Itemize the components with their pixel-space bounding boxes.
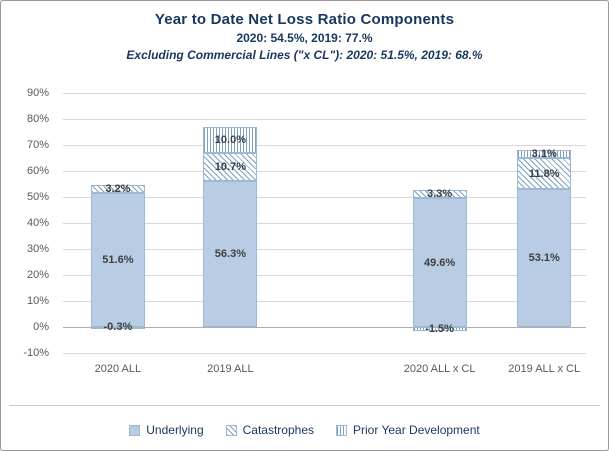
bar-segment-prior-year-development <box>412 327 467 331</box>
legend-item-prior-year-development: Prior Year Development <box>336 423 480 437</box>
x-axis-category-label: 2020 ALL <box>94 363 142 375</box>
prior-year-development-swatch-icon <box>336 424 347 436</box>
bar-segment-prior-year-development <box>203 126 258 153</box>
y-axis-tick-label: 0% <box>33 321 49 333</box>
chart-subtitle-excluding: Excluding Commercial Lines ("x CL"): 202… <box>126 48 483 62</box>
x-axis-category-label: 2019 ALL x CL <box>508 363 581 375</box>
chart-title: Year to Date Net Loss Ratio Components <box>154 11 455 28</box>
zero-gridline <box>63 327 586 328</box>
plot-area: 51.6% 3.2% -0.3% 2020 ALL 56.3% 10.7% 10.0% 201… <box>63 93 586 375</box>
y-axis-tick-label: -10% <box>23 347 49 359</box>
data-label: 51.6% <box>102 253 134 266</box>
bar-segment-prior-year-development <box>517 150 572 159</box>
data-label: 3.2% <box>105 182 131 195</box>
y-axis-tick-label: 30% <box>26 243 49 255</box>
gridline <box>63 93 586 94</box>
y-axis: 90% 80% 70% 60% 50% 40% 30% 20% 10% 0% -10% <box>1 87 55 359</box>
y-axis-tick-label: 90% <box>26 87 49 99</box>
data-label: 53.1% <box>528 252 560 264</box>
x-axis-category-label: 2019 ALL <box>207 363 254 375</box>
data-label: 3.1% <box>531 148 557 161</box>
catastrophes-swatch-icon <box>225 424 237 436</box>
data-label: 10.7% <box>214 160 246 173</box>
data-label: 49.6% <box>423 256 456 269</box>
bar-segment-catastrophes <box>412 189 467 199</box>
gridline <box>63 249 586 250</box>
gridline <box>63 145 586 146</box>
legend-label: Underlying <box>146 423 204 437</box>
bar-segment-catastrophes <box>517 158 572 189</box>
legend-label: Prior Year Development <box>353 423 480 437</box>
gridline <box>63 171 586 172</box>
gridline <box>63 301 586 302</box>
y-axis-tick-label: 50% <box>26 191 49 203</box>
data-label: -0.3% <box>103 321 133 334</box>
data-label: 11.8% <box>528 167 560 180</box>
legend-divider <box>9 405 600 406</box>
chart-subtitle: 2020: 54.5%, 2019: 77.% <box>236 31 373 45</box>
bar-segment-underlying <box>517 188 572 327</box>
bar-segment-underlying <box>412 198 467 327</box>
gridline <box>63 119 586 120</box>
gridline <box>63 353 586 354</box>
legend-item-catastrophes: Catastrophes <box>225 423 314 437</box>
y-axis-tick-label: 80% <box>26 113 49 125</box>
legend: Underlying Catastrophes Prior Year Devel… <box>1 423 608 437</box>
gridline <box>63 197 586 198</box>
y-axis-tick-label: 40% <box>26 217 49 229</box>
title-block: Year to Date Net Loss Ratio Components 2… <box>1 11 608 62</box>
gridline <box>63 223 586 224</box>
y-axis-tick-label: 20% <box>26 269 49 281</box>
data-label: 3.3% <box>427 187 453 200</box>
y-axis-tick-label: 10% <box>26 295 49 307</box>
bar-segment-catastrophes <box>90 184 145 193</box>
bar-segment-underlying <box>203 180 258 327</box>
underlying-swatch-icon <box>129 424 141 436</box>
data-label: -1.5% <box>425 322 454 335</box>
data-label: 56.3% <box>214 247 246 260</box>
bar-segment-underlying <box>90 192 145 327</box>
bar-segment-prior-year-development <box>90 327 145 329</box>
legend-label: Catastrophes <box>242 423 314 437</box>
y-axis-tick-label: 70% <box>26 139 49 151</box>
data-label: 10.0% <box>214 133 246 146</box>
y-axis-tick-label: 60% <box>26 165 49 177</box>
gridline <box>63 275 586 276</box>
x-axis-category-label: 2020 ALL x CL <box>403 363 476 375</box>
legend-item-underlying: Underlying <box>129 423 204 437</box>
bar-segment-catastrophes <box>203 152 258 181</box>
